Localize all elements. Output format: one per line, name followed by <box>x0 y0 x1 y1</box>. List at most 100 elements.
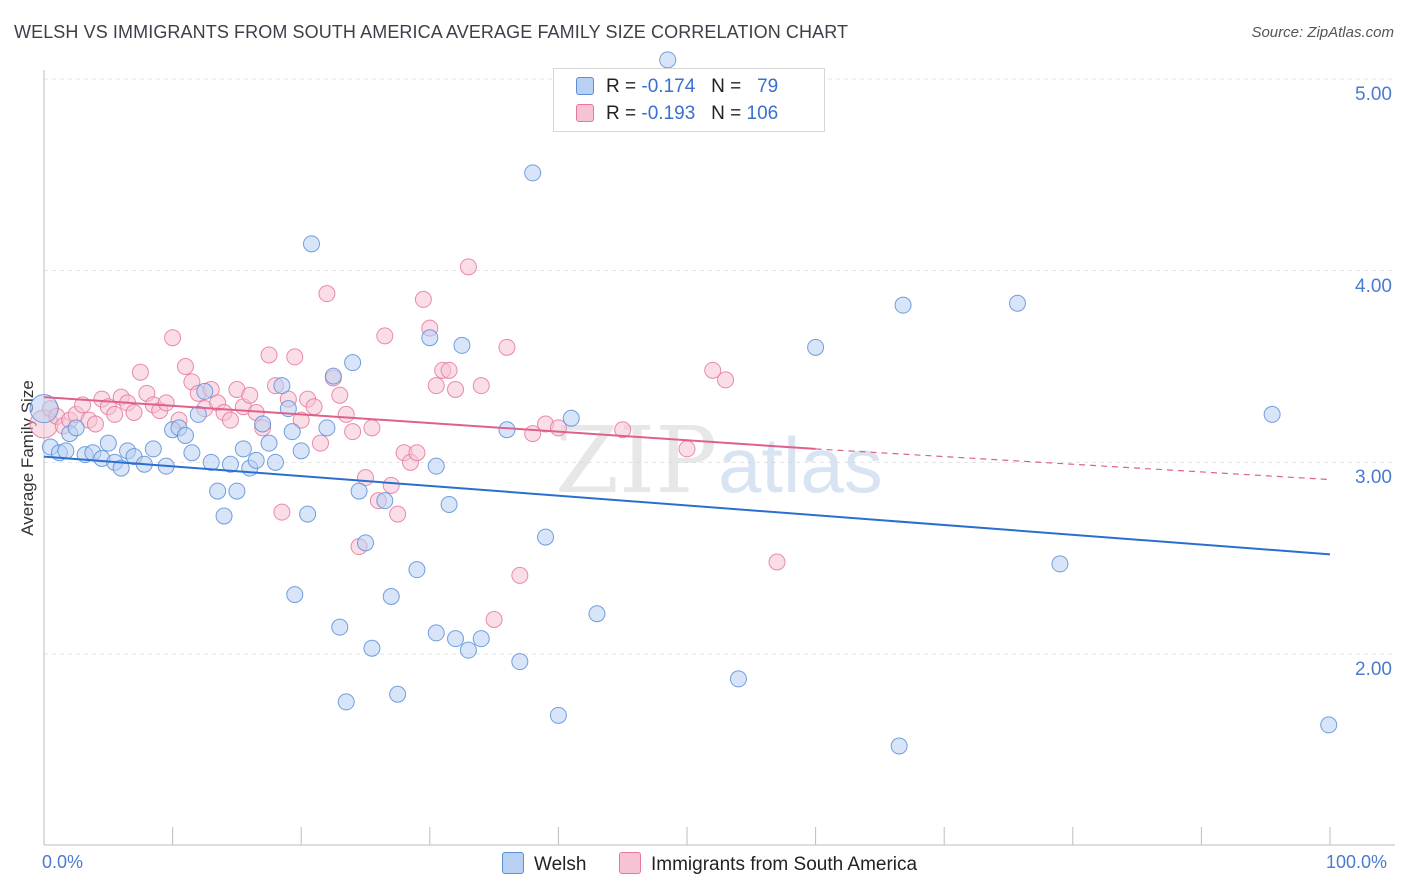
welsh-point <box>1051 555 1069 573</box>
welsh-point <box>266 453 284 471</box>
welsh-swatch <box>576 77 594 95</box>
welsh-point <box>549 706 567 724</box>
immigrants-point <box>86 415 104 433</box>
immigrants-n-value: 106 <box>746 103 779 124</box>
welsh-point <box>221 455 239 473</box>
welsh-point <box>588 605 606 623</box>
immigrants-point <box>376 327 394 345</box>
n-label: N = <box>711 103 742 124</box>
watermark-atlas: atlas <box>718 421 883 509</box>
welsh-point <box>286 586 304 604</box>
immigrants-point <box>337 405 355 423</box>
welsh-point <box>453 336 471 354</box>
immigrants-point <box>305 398 323 416</box>
welsh-point <box>357 534 374 552</box>
welsh-point <box>112 459 130 477</box>
immigrants-swatch <box>576 104 594 122</box>
welsh-point <box>67 419 85 437</box>
welsh-point <box>427 457 445 475</box>
immigrants-legend-swatch <box>619 852 641 874</box>
r-label: R = <box>606 76 637 97</box>
immigrants-point <box>440 361 458 379</box>
welsh-point <box>331 618 349 636</box>
y-tick-label: 4.00 <box>1355 276 1392 297</box>
bottom-legend-welsh: Welsh <box>502 852 586 876</box>
welsh-point <box>1320 716 1338 734</box>
welsh-point <box>472 630 490 648</box>
immigrants-point <box>447 381 465 398</box>
welsh-legend-swatch <box>502 852 524 874</box>
immigrants-point <box>472 377 490 395</box>
welsh-point <box>99 434 117 452</box>
welsh-point <box>890 737 908 755</box>
chart-title: WELSH VS IMMIGRANTS FROM SOUTH AMERICA A… <box>14 22 849 42</box>
welsh-point <box>254 415 272 433</box>
welsh-point <box>421 329 439 347</box>
immigrants-point <box>241 386 259 404</box>
welsh-point <box>324 367 342 385</box>
immigrants-point <box>704 361 722 379</box>
n-label: N = <box>711 76 742 97</box>
welsh-point <box>292 442 310 460</box>
immigrants-point <box>292 411 310 429</box>
welsh-point <box>318 419 336 437</box>
immigrants-point <box>176 358 194 375</box>
welsh-point <box>189 405 207 423</box>
immigrants-point <box>331 386 349 404</box>
welsh-point <box>144 440 162 458</box>
legend-row-immigrants: R = -0.193 N = 106 <box>576 103 778 125</box>
immigrants-point <box>614 421 632 439</box>
source-label: Source: ZipAtlas.com <box>1251 24 1394 41</box>
welsh-point <box>209 482 227 500</box>
welsh-point <box>176 427 194 444</box>
welsh-point <box>202 453 220 471</box>
immigrants-point <box>286 348 304 366</box>
immigrants-point <box>717 371 735 389</box>
welsh-point <box>247 451 265 469</box>
welsh-point <box>29 394 59 424</box>
welsh-point <box>260 434 278 452</box>
welsh-point <box>57 442 75 460</box>
welsh-point <box>440 496 458 513</box>
immigrants-point <box>485 611 503 628</box>
welsh-point <box>196 382 214 400</box>
immigrants-point <box>678 440 696 458</box>
bottom-legend-immigrants: Immigrants from South America <box>619 852 917 876</box>
immigrants-point <box>408 444 426 462</box>
y-tick-label: 2.00 <box>1355 659 1392 680</box>
immigrants-point <box>511 566 529 584</box>
welsh-point <box>382 588 400 605</box>
immigrants-point <box>389 505 407 523</box>
immigrants-point <box>221 411 239 429</box>
welsh-point <box>659 51 677 69</box>
welsh-point <box>1263 405 1281 423</box>
correlation-legend: R = -0.174 N = 79 R = -0.193 N = 106 <box>553 68 825 132</box>
welsh-point <box>408 561 426 579</box>
welsh-point <box>283 423 301 441</box>
welsh-point <box>363 639 381 657</box>
immigrants-point <box>311 434 329 452</box>
immigrants-trend-extension <box>815 448 1331 481</box>
welsh-point <box>389 685 407 703</box>
welsh-legend-label: Welsh <box>534 854 587 875</box>
immigrants-point <box>459 258 477 276</box>
welsh-point <box>511 653 529 671</box>
welsh-point <box>273 377 291 395</box>
immigrants-point <box>260 346 278 364</box>
welsh-point <box>729 670 747 688</box>
welsh-point <box>299 505 317 523</box>
welsh-point <box>459 641 477 659</box>
immigrants-point <box>106 405 124 423</box>
watermark-zip: ZIP <box>555 407 717 514</box>
immigrants-point <box>498 338 516 356</box>
legend-row-welsh: R = -0.174 N = 79 <box>576 76 778 98</box>
immigrants-point <box>344 423 362 441</box>
y-tick-label: 3.00 <box>1355 467 1392 488</box>
welsh-point <box>894 296 912 314</box>
immigrants-point <box>768 553 786 571</box>
welsh-point <box>537 528 555 546</box>
immigrants-point <box>157 394 175 412</box>
welsh-n-value: 79 <box>757 76 779 97</box>
immigrants-point <box>273 503 291 521</box>
